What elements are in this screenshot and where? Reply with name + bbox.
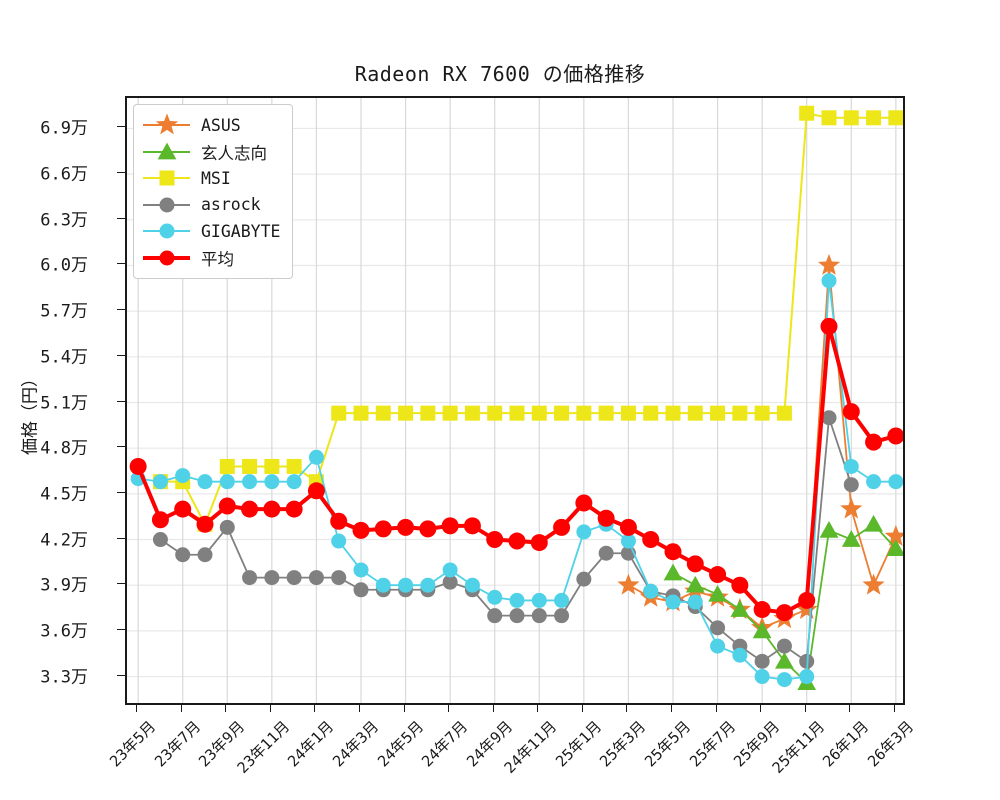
legend-swatch bbox=[143, 195, 190, 215]
y-axis-tick-label: 4.2万 bbox=[40, 530, 88, 551]
legend-label: asrock bbox=[201, 195, 261, 215]
x-axis-tick-mark bbox=[715, 705, 717, 712]
legend-label: 玄人志向 bbox=[201, 143, 267, 163]
y-axis-tick-label: 5.7万 bbox=[40, 301, 88, 322]
legend-item-MSI[interactable]: MSI bbox=[143, 165, 280, 192]
y-axis-tick-mark bbox=[117, 491, 125, 493]
legend: ASUS 玄人志向 MSI asrock GIGABYTE 平均 bbox=[133, 104, 294, 279]
legend-square-icon bbox=[159, 170, 174, 186]
y-axis-tick-label: 3.6万 bbox=[40, 621, 88, 642]
legend-item-平均[interactable]: 平均 bbox=[143, 245, 280, 272]
x-axis-tick-mark bbox=[626, 705, 628, 712]
legend-item-asrock[interactable]: asrock bbox=[143, 192, 280, 219]
legend-swatch bbox=[143, 221, 190, 241]
y-axis-tick-label: 6.0万 bbox=[40, 255, 88, 276]
legend-circle-icon bbox=[159, 250, 174, 266]
data-series-asrock bbox=[152, 410, 859, 669]
y-axis-tick-label: 5.1万 bbox=[40, 393, 88, 413]
legend-label: ASUS bbox=[201, 115, 241, 135]
legend-item-玄人志向[interactable]: 玄人志向 bbox=[143, 139, 280, 166]
y-axis-tick-label: 5.4万 bbox=[40, 347, 88, 368]
y-axis-tick-label: 6.9万 bbox=[40, 118, 88, 139]
y-axis-tick-label: 6.3万 bbox=[40, 210, 88, 231]
legend-star-icon bbox=[155, 114, 178, 135]
x-axis-tick-mark bbox=[893, 705, 895, 712]
legend-swatch bbox=[143, 168, 190, 188]
y-axis-tick-mark bbox=[117, 354, 125, 356]
x-axis-tick-mark bbox=[537, 705, 539, 712]
y-axis-tick-mark bbox=[117, 583, 125, 585]
legend-swatch bbox=[143, 142, 190, 162]
data-series-MSI bbox=[152, 105, 903, 532]
y-axis-tick-mark bbox=[117, 217, 125, 219]
data-series-玄人志向 bbox=[663, 514, 903, 690]
legend-item-ASUS[interactable]: ASUS bbox=[143, 112, 280, 139]
x-axis-tick-mark bbox=[448, 705, 450, 712]
data-series-layer bbox=[129, 105, 903, 690]
y-axis-tick-mark bbox=[117, 126, 125, 128]
y-axis-tick-mark bbox=[117, 674, 125, 676]
x-axis-tick-mark bbox=[492, 705, 494, 712]
legend-swatch bbox=[143, 114, 190, 135]
x-axis-tick-mark bbox=[225, 705, 227, 712]
legend-label: 平均 bbox=[201, 249, 234, 269]
y-axis-tick-label: 3.9万 bbox=[40, 575, 88, 596]
x-axis-tick-mark bbox=[314, 705, 316, 712]
legend-circle-icon bbox=[159, 223, 174, 239]
legend-item-GIGABYTE[interactable]: GIGABYTE bbox=[143, 218, 280, 245]
y-axis-tick-label: 4.8万 bbox=[40, 438, 88, 459]
y-axis-tick-mark bbox=[117, 628, 125, 630]
data-series-平均 bbox=[129, 317, 903, 622]
page-title: Radeon RX 7600 の価格推移 bbox=[354, 62, 646, 86]
legend-swatch bbox=[143, 248, 190, 268]
x-axis-tick-mark bbox=[359, 705, 360, 712]
y-axis-tick-label: 4.5万 bbox=[40, 484, 88, 505]
legend-triangle-icon bbox=[157, 142, 176, 160]
x-axis-tick-mark bbox=[804, 705, 806, 712]
y-axis-tick-mark bbox=[117, 537, 125, 539]
x-axis-tick-mark bbox=[671, 705, 672, 712]
x-axis-tick-mark bbox=[136, 705, 138, 712]
data-series-GIGABYTE bbox=[130, 273, 903, 688]
x-axis-tick-mark bbox=[269, 705, 271, 712]
y-axis-tick-mark bbox=[117, 400, 125, 402]
y-axis-tick-mark bbox=[117, 172, 125, 174]
y-axis-tick-mark bbox=[117, 446, 125, 448]
y-axis-tick-mark bbox=[117, 263, 125, 265]
x-axis-tick-mark bbox=[180, 705, 182, 712]
x-axis-tick-mark bbox=[403, 705, 405, 712]
y-axis-tick-label: 6.6万 bbox=[40, 164, 88, 185]
y-axis-tick-label: 3.3万 bbox=[40, 667, 88, 688]
y-axis-tick-mark bbox=[117, 309, 125, 311]
legend-label: GIGABYTE bbox=[201, 221, 281, 241]
x-axis-tick-mark bbox=[849, 705, 851, 712]
legend-circle-icon bbox=[159, 197, 174, 213]
x-axis-tick-mark bbox=[581, 705, 583, 712]
data-series-ASUS bbox=[617, 253, 903, 638]
x-axis-tick-mark bbox=[760, 705, 762, 712]
legend-label: MSI bbox=[201, 168, 231, 188]
